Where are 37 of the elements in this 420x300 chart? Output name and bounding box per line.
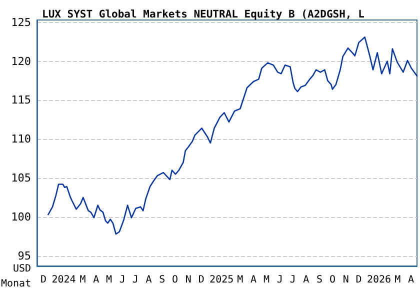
- x-tick-label: S: [316, 274, 323, 286]
- x-tick-label: M: [237, 274, 244, 286]
- x-tick-label: A: [303, 274, 310, 286]
- x-tick-label: A: [408, 274, 414, 286]
- x-tick-label: 2025: [210, 274, 234, 286]
- x-tick-label: O: [172, 274, 178, 286]
- x-tick-label: M: [394, 274, 401, 286]
- x-tick-label: M: [106, 274, 112, 286]
- y-tick-label: 105: [11, 172, 31, 185]
- x-tick-label: J: [132, 274, 138, 286]
- x-tick-label: M: [80, 274, 86, 286]
- y-tick-label: 125: [11, 16, 31, 29]
- x-tick-label: N: [185, 274, 192, 286]
- x-tick-label: A: [93, 274, 100, 286]
- x-tick-label: M: [263, 274, 270, 286]
- x-tick-label: J: [119, 274, 126, 286]
- y-tick-label: 100: [11, 210, 31, 224]
- x-tick-label: J: [276, 274, 283, 286]
- chart-title: LUX SYST Global Markets NEUTRAL Equity B (A2DGSH, L: [42, 8, 364, 20]
- x-tick-label: O: [329, 274, 336, 286]
- line-series: [48, 36, 418, 235]
- y-tick-label: 120: [11, 54, 31, 68]
- x-tick-label: N: [342, 274, 349, 286]
- x-tick-label: 2026: [366, 274, 392, 286]
- x-tick-label: D: [198, 274, 204, 286]
- x-tick-label: D: [40, 274, 46, 286]
- x-tick-label: 2024: [52, 274, 76, 286]
- x-tick-label: J: [290, 274, 296, 286]
- x-axis-title: Monat: [1, 278, 32, 290]
- x-tick-label: D: [356, 274, 362, 286]
- y-tick-label: 110: [11, 132, 31, 146]
- y-tick-label: 95: [18, 249, 31, 262]
- y-axis-title: USD: [12, 264, 31, 274]
- x-tick-label: S: [159, 274, 166, 286]
- x-tick-label: A: [146, 274, 152, 286]
- y-tick-label: 115: [11, 94, 31, 107]
- x-tick-label: A: [250, 274, 257, 286]
